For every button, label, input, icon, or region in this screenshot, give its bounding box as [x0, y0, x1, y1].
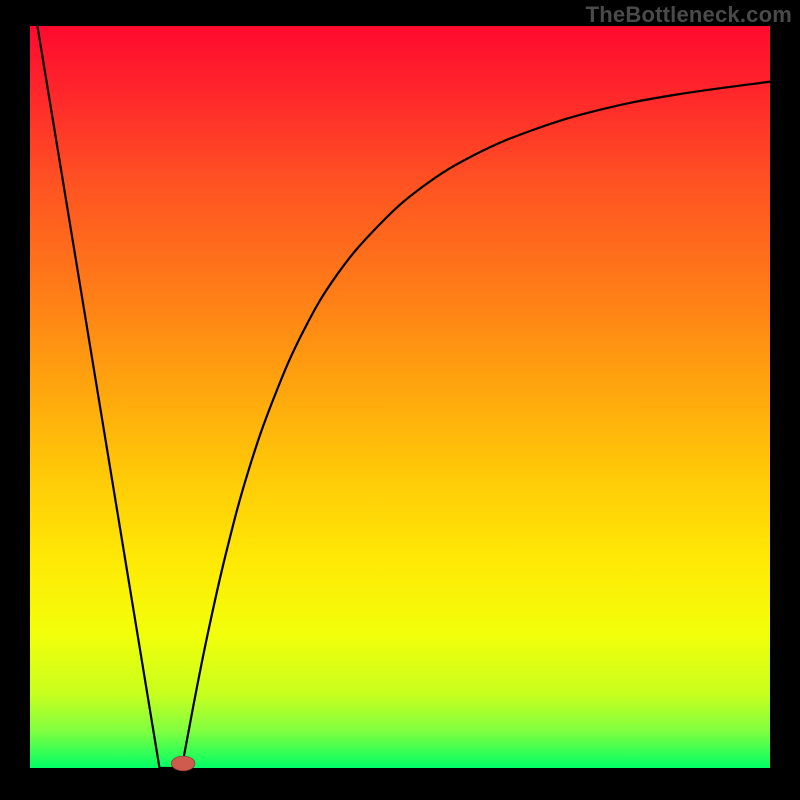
optimum-marker	[171, 756, 195, 771]
chart-container: TheBottleneck.com	[0, 0, 800, 800]
chart-svg	[0, 0, 800, 800]
watermark-text: TheBottleneck.com	[586, 2, 792, 28]
